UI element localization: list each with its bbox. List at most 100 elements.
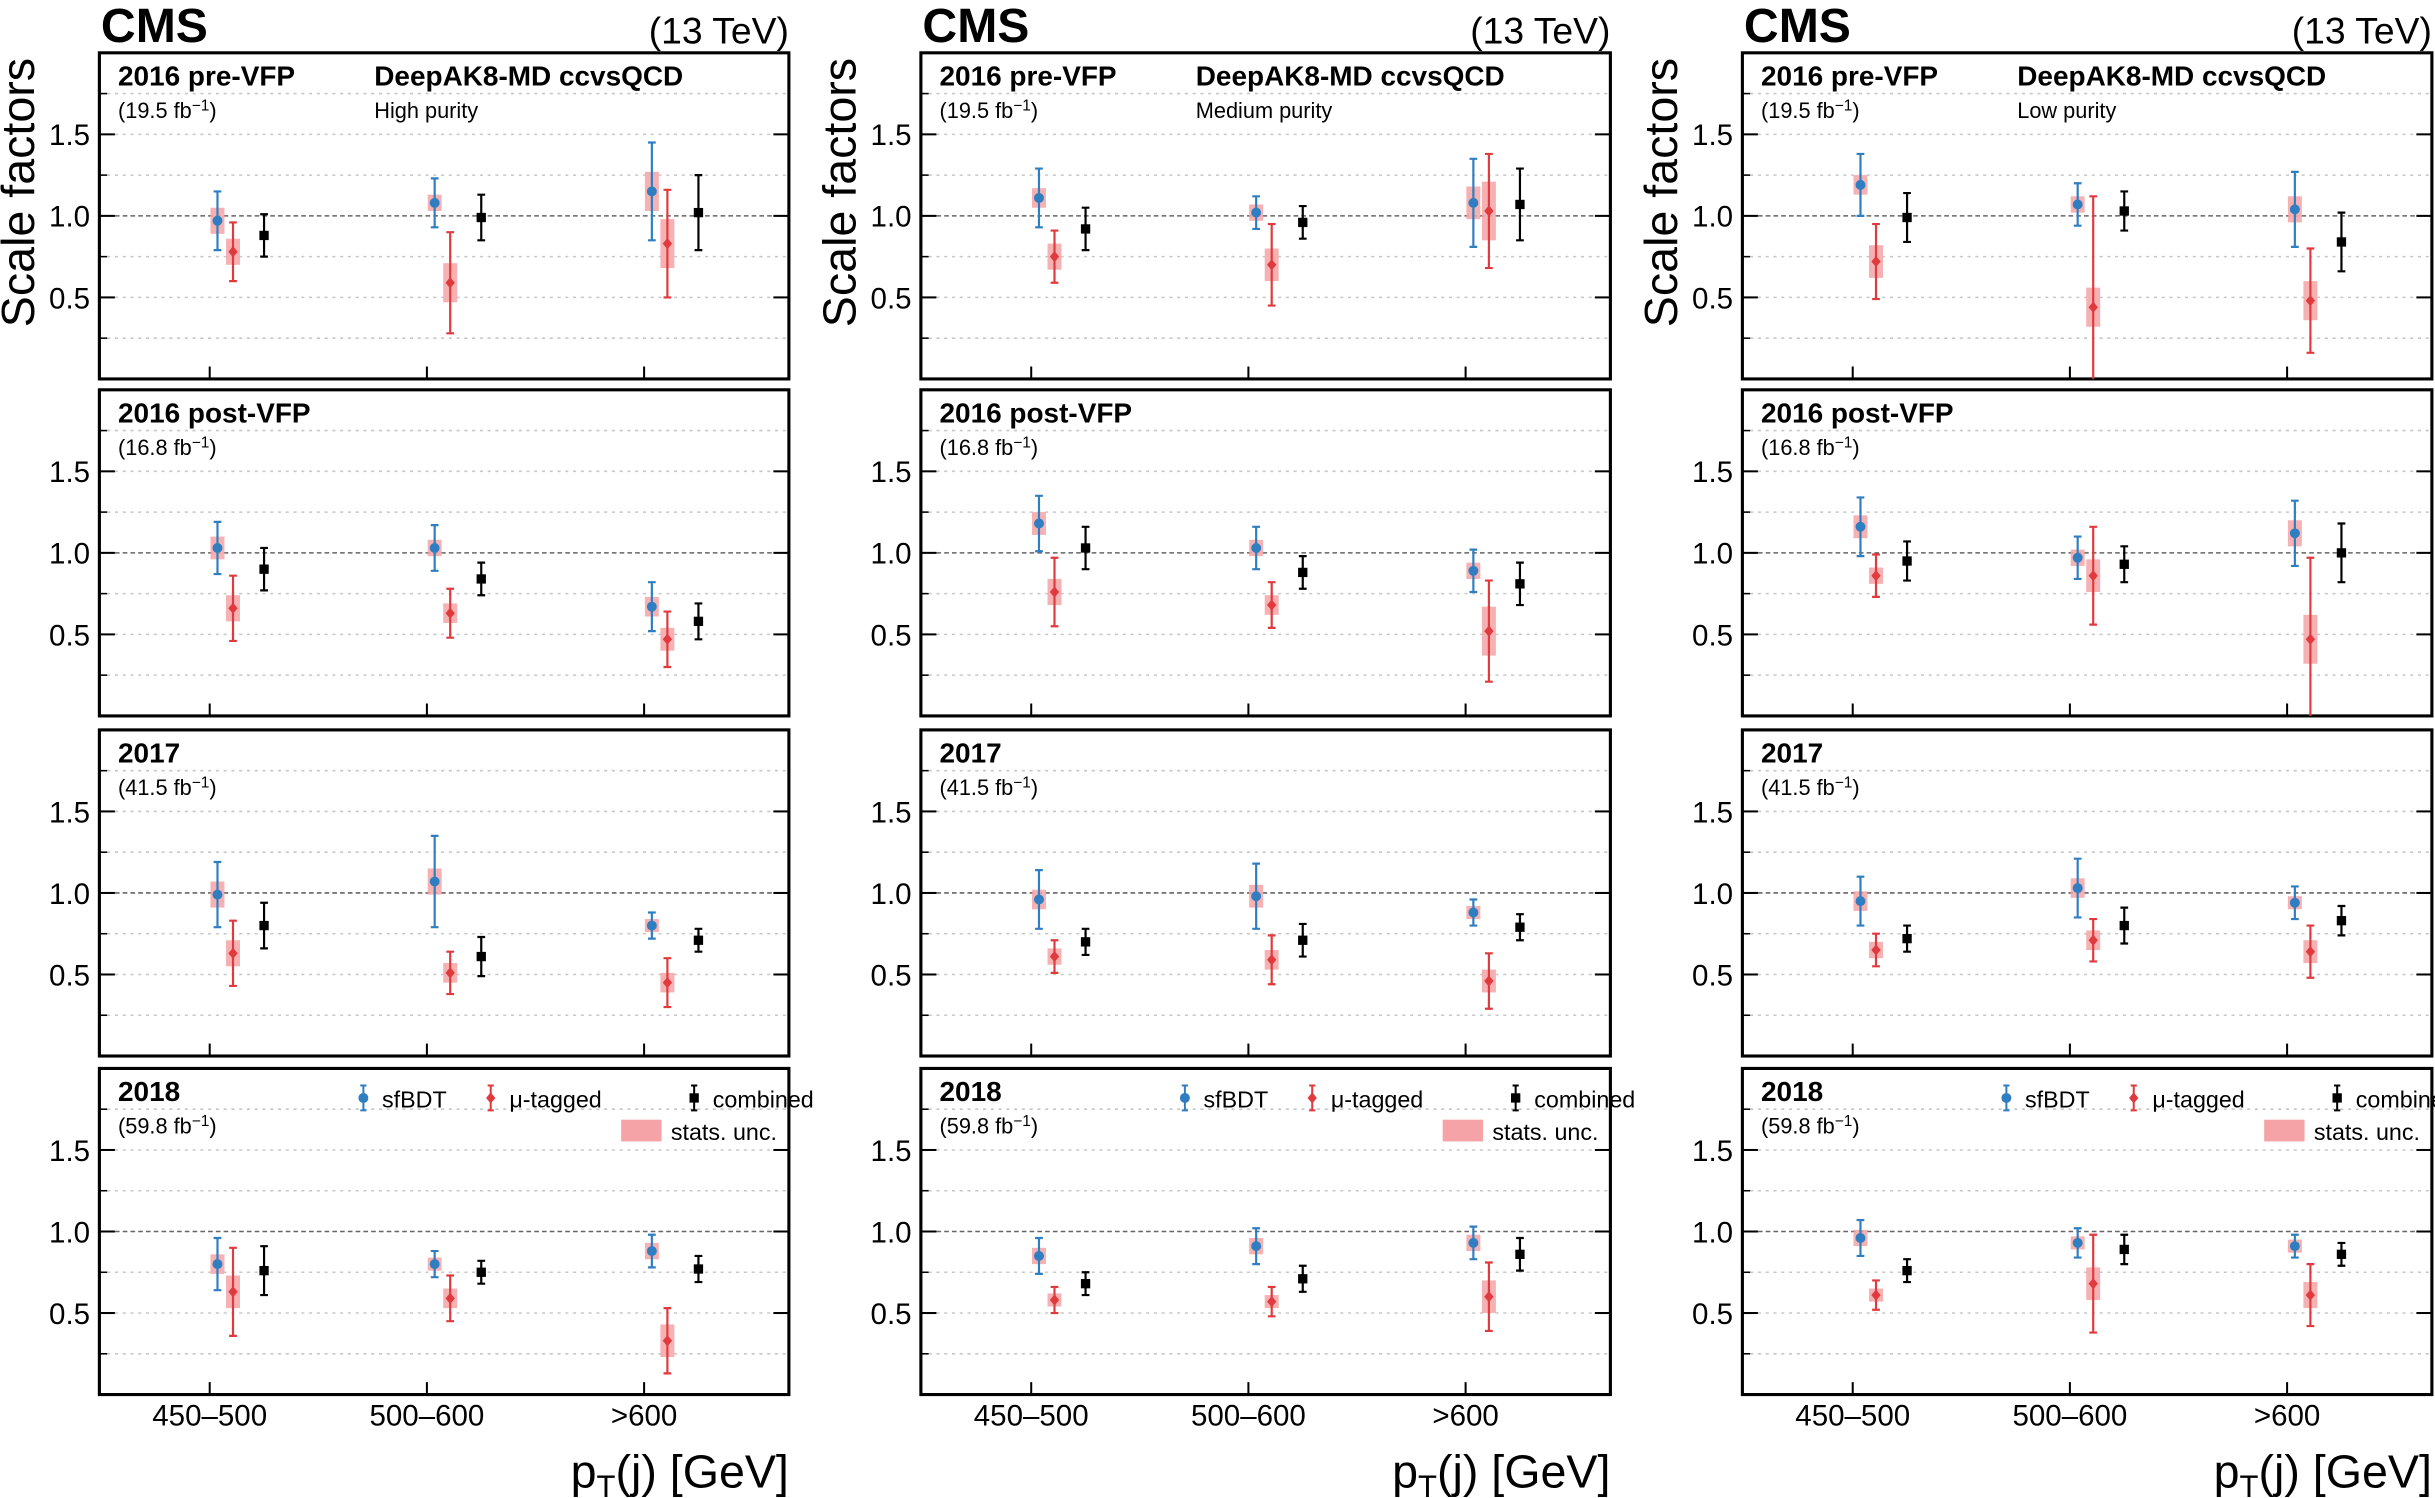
marker [259,1265,269,1276]
marker [445,607,455,619]
lumi-sup: −1 [1013,1113,1031,1130]
lumi-part: ) [1031,98,1038,123]
legend-label: μ-tagged [1331,1086,1423,1112]
lumi-part: ) [1852,775,1859,800]
y-tick-label: 0.5 [49,959,90,992]
marker [1080,543,1091,553]
x-axis-label: pT(j) [GeV] [571,1446,789,1498]
x-tick-label: >600 [2254,1400,2320,1433]
marker [1251,207,1262,218]
lumi-part: (41.5 fb [1761,775,1835,800]
marker [646,920,657,931]
panel-frame [919,728,1612,1058]
marker [2072,1237,2083,1248]
panel-data [1031,152,1525,307]
lumi-part: ) [1031,435,1038,460]
x-axis-label-sub: T [2240,1469,2259,1498]
y-tick-label: 1.0 [871,878,912,911]
panel-frame [1740,51,2434,381]
era-label: 2018 [118,1076,180,1107]
panel-data [1853,1218,2347,1334]
panel-data [1031,1225,1525,1333]
marker [1298,217,1308,228]
legend-label: μ-tagged [2152,1086,2244,1112]
lumi-part: ) [1852,435,1859,460]
x-axis-label-part: (j) [GeV] [2258,1446,2431,1498]
y-tick-label: 0.5 [871,282,912,315]
lumi-label: (19.5 fb−1) [1761,97,1860,123]
purity-label: High purity [374,98,478,123]
marker [1902,556,1912,566]
marker [693,616,704,627]
y-tick-label: 1.5 [49,796,90,829]
panel-data [1031,862,1525,1010]
marker [1251,891,1262,902]
lumi-part: ) [209,435,216,460]
marker [429,876,440,887]
x-axis-label-part: p [571,1446,597,1498]
marker [1484,1291,1494,1303]
x-tick-label: 500–600 [2012,1400,2127,1433]
y-tick-label: 1.0 [1692,1216,1733,1249]
y-tick-label: 0.5 [871,619,912,652]
y-tick-label: 1.0 [1692,538,1733,571]
lumi-label: (41.5 fb−1) [940,774,1039,800]
marker [1871,944,1881,956]
lumi-part: (59.8 fb [118,1114,192,1139]
marker [429,543,440,553]
marker [1515,579,1525,589]
marker [259,230,269,241]
legend-label: μ-tagged [509,1086,601,1112]
lumi-sup: −1 [192,774,210,791]
lumi-label: (41.5 fb−1) [118,774,217,800]
lumi-part: ) [209,98,216,123]
marker [1034,1250,1044,1261]
lumi-label: (19.5 fb−1) [940,97,1039,123]
y-tick-label: 1.5 [1692,456,1733,489]
lumi-label: (59.8 fb−1) [1761,1113,1860,1139]
marker [1855,1233,1866,1243]
era-label: 2017 [118,738,180,769]
marker [1468,565,1479,576]
y-tick-label: 0.5 [1692,1298,1733,1331]
y-tick-label: 0.5 [1692,959,1733,992]
marker [1515,922,1525,932]
lumi-part: (41.5 fb [940,775,1014,800]
era-label: 2018 [940,1076,1002,1107]
x-axis-label-sub: T [1418,1469,1437,1498]
marker [662,977,673,989]
marker [2072,552,2083,563]
panel-frame [97,51,791,381]
y-tick-label: 0.5 [871,1298,912,1331]
marker [1871,1289,1881,1301]
y-tick-label: 1.0 [871,1216,912,1249]
y-tick-label: 1.0 [49,201,90,234]
marker [1871,570,1881,582]
lumi-sup: −1 [1013,97,1031,114]
experiment-label: CMS [101,0,208,53]
marker [1034,894,1044,905]
x-axis-label-part: p [1392,1446,1418,1498]
marker [212,215,223,226]
marker [1855,896,1866,907]
marker [228,947,238,959]
marker [2088,1278,2098,1290]
marker [1034,518,1044,529]
panel-frame [919,388,1612,718]
marker [259,564,269,574]
y-tick-label: 1.5 [1692,119,1733,152]
legend-label: stats. unc. [2314,1119,2420,1145]
marker [2336,237,2347,247]
marker [1515,199,1525,210]
x-axis-label-part: p [2214,1446,2240,1498]
lumi-label: (41.5 fb−1) [1761,774,1860,800]
lumi-sup: −1 [1835,1113,1853,1130]
marker [1307,1092,1317,1104]
x-axis-label-sub: T [597,1469,616,1498]
marker [1080,224,1091,234]
y-tick-label: 1.5 [871,1135,912,1168]
lumi-part: (16.8 fb [940,435,1014,460]
marker [212,889,223,900]
